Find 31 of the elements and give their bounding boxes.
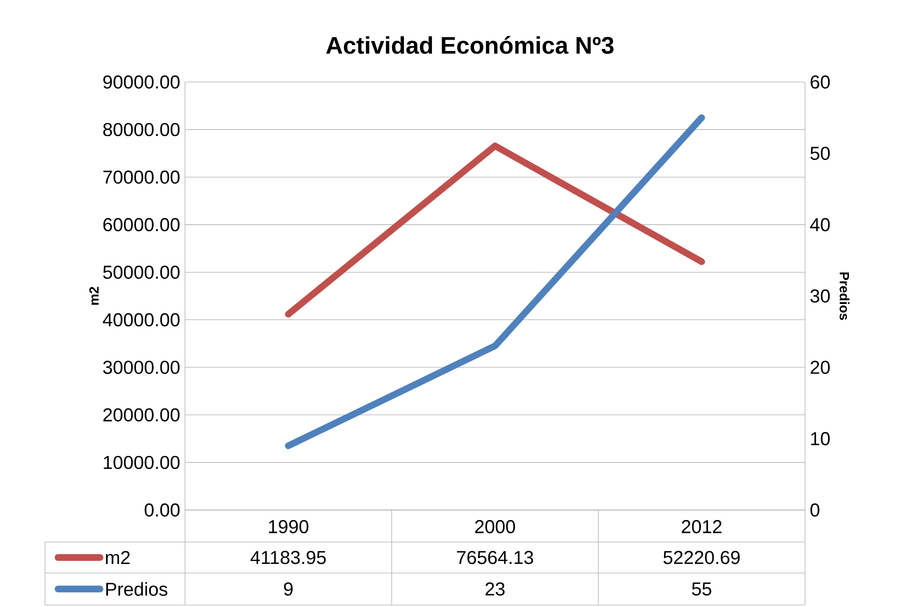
y2-tick-label: 20: [810, 360, 830, 374]
y-tick-label: 80000.00: [103, 122, 180, 136]
legend-label: Predios: [106, 582, 168, 596]
x-tick-label: 2000: [475, 520, 516, 534]
x-tick-label: 1990: [268, 520, 308, 534]
chart-title: Actividad Económica Nº3: [326, 36, 614, 54]
data-label: 55: [692, 582, 712, 596]
y-tick-label: 90000.00: [103, 75, 180, 89]
legend-label: m2: [106, 550, 130, 564]
data-label: 9: [284, 582, 293, 596]
y2-axis-title: Predios: [840, 272, 850, 320]
data-label: 41183.95: [250, 550, 326, 564]
y-tick-label: 30000.00: [103, 360, 180, 374]
y2-tick-label: 50: [810, 146, 830, 160]
y2-tick-label: 30: [810, 289, 830, 303]
data-label: 23: [486, 582, 505, 596]
y2-tick-label: 60: [810, 75, 830, 89]
y-tick-label: 70000.00: [103, 170, 180, 184]
y-tick-label: 40000.00: [102, 313, 180, 326]
y-tick-label: 10000.00: [104, 456, 180, 470]
y2-tick-label: 10: [811, 432, 830, 446]
y-tick-label: 50000.00: [103, 266, 180, 279]
y-tick-label: 20000.00: [103, 408, 180, 422]
y-tick-label: 0.00: [144, 503, 180, 517]
data-label: 52220.69: [664, 550, 740, 564]
x-tick-label: 2012: [682, 520, 722, 534]
y2-tick-label: 40: [810, 218, 830, 232]
y-axis-title: m2: [89, 286, 99, 305]
y-tick-label: 60000.00: [103, 218, 180, 232]
y2-tick-label: 0: [810, 503, 820, 517]
data-label: 76564.13: [457, 550, 534, 564]
